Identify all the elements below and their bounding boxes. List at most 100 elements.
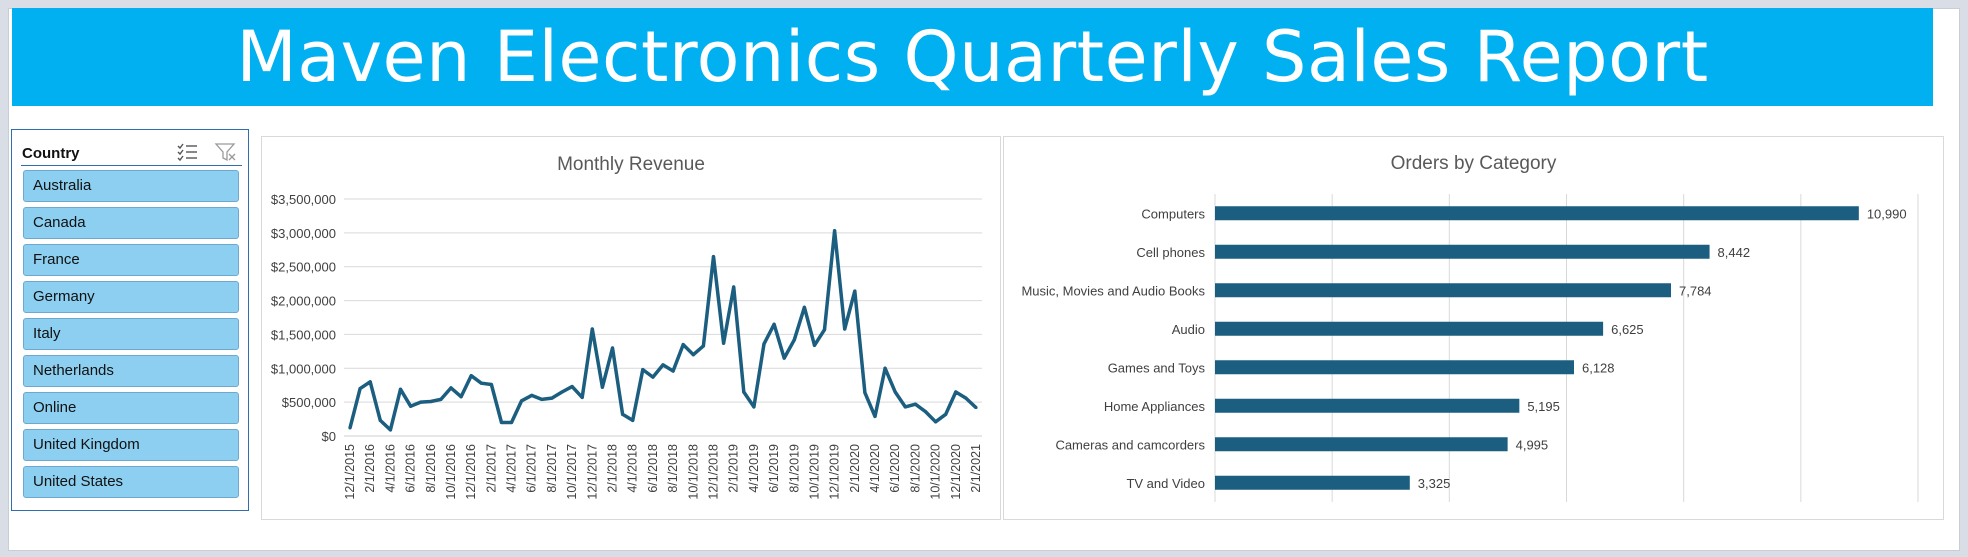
y-tick-label: $1,500,000: [271, 327, 336, 342]
revenue-point: [903, 405, 907, 409]
revenue-point: [701, 344, 705, 348]
slicer-item-france[interactable]: France: [23, 244, 239, 276]
revenue-chart-title: Monthly Revenue: [557, 154, 705, 175]
x-tick-label: 2/1/2016: [363, 444, 377, 493]
y-tick-label: $500,000: [282, 395, 336, 410]
category-label: Cell phones: [1136, 245, 1205, 260]
revenue-point: [843, 327, 847, 331]
revenue-point: [419, 400, 423, 404]
multi-select-icon[interactable]: [176, 141, 200, 163]
x-tick-label: 2/1/2018: [606, 444, 620, 493]
monthly-revenue-chart[interactable]: Monthly Revenue $0 $500,000 $1,000,000 $1,5…: [261, 136, 1001, 520]
revenue-point: [822, 328, 827, 332]
slicer-item-canada[interactable]: Canada: [23, 207, 239, 239]
revenue-point: [489, 382, 493, 387]
revenue-point: [449, 386, 453, 390]
revenue-point: [479, 381, 483, 385]
slicer-item-united-states[interactable]: United States: [23, 466, 239, 498]
category-plot: Computers Cell phones Music, Movies and Au…: [1021, 194, 1919, 502]
revenue-point: [711, 254, 716, 259]
revenue-point: [520, 399, 524, 403]
revenue-point: [762, 342, 766, 346]
slicer-item-netherlands[interactable]: Netherlands: [23, 355, 239, 387]
revenue-point: [570, 384, 574, 389]
revenue-point: [974, 405, 978, 410]
x-tick-label: 8/1/2017: [545, 444, 559, 493]
x-tick-label: 6/1/2019: [767, 444, 781, 493]
category-label: Home Appliances: [1104, 399, 1206, 414]
x-tick-label: 10/1/2020: [929, 444, 943, 500]
revenue-point: [792, 338, 796, 342]
revenue-point: [812, 343, 817, 347]
revenue-point: [469, 374, 473, 378]
clear-filter-icon[interactable]: [214, 141, 238, 163]
revenue-point: [732, 285, 736, 289]
x-tick-label: 4/1/2018: [626, 444, 640, 493]
bar-value-label: 5,195: [1527, 399, 1560, 414]
revenue-point: [913, 402, 918, 406]
report-title: Maven Electronics Quarterly Sales Report: [236, 16, 1709, 98]
revenue-point: [509, 420, 514, 425]
revenue-point: [681, 342, 685, 347]
revenue-point: [883, 366, 887, 370]
category-chart-title: Orders by Category: [1390, 153, 1557, 174]
slicer-item-germany[interactable]: Germany: [23, 281, 239, 313]
revenue-point: [388, 428, 392, 432]
slicer-item-online[interactable]: Online: [23, 392, 239, 424]
revenue-point: [368, 380, 372, 384]
slicer-header: Country: [21, 137, 242, 166]
category-label: Games and Toys: [1108, 360, 1206, 375]
revenue-line: [348, 229, 978, 432]
bar-value-label: 7,784: [1679, 283, 1712, 298]
revenue-point: [580, 395, 584, 400]
x-tick-label: 10/1/2017: [565, 444, 579, 500]
category-label: TV and Video: [1126, 476, 1205, 491]
x-tick-label: 2/1/2020: [848, 444, 862, 493]
category-label: Audio: [1172, 322, 1205, 337]
revenue-point: [621, 412, 625, 416]
x-tick-label: 12/1/2018: [706, 444, 720, 500]
revenue-point: [610, 346, 615, 350]
revenue-point: [378, 418, 382, 423]
revenue-point: [863, 391, 867, 395]
x-tick-label: 6/1/2017: [525, 444, 539, 493]
slicer-items: Australia Canada France Germany Italy Ne…: [23, 170, 239, 503]
revenue-point: [964, 396, 968, 400]
x-tick-label: 12/1/2019: [828, 444, 842, 500]
bar-value-label: 10,990: [1867, 206, 1907, 221]
x-tick-label: 4/1/2020: [868, 444, 882, 493]
revenue-point: [954, 390, 958, 394]
x-tick-label: 4/1/2019: [747, 444, 761, 493]
revenue-point: [802, 305, 806, 309]
x-tick-label: 10/1/2018: [686, 444, 700, 500]
revenue-point: [944, 412, 948, 416]
category-label: Music, Movies and Audio Books: [1021, 283, 1205, 298]
orders-by-category-chart[interactable]: Orders by Category Computers Cell phones M…: [1003, 136, 1944, 520]
revenue-point: [752, 405, 756, 409]
revenue-point: [934, 420, 938, 424]
revenue-point: [631, 418, 635, 423]
revenue-plot: $0 $500,000 $1,000,000 $1,500,000 $2,000,000…: [271, 192, 983, 500]
x-tick-label: 2/1/2017: [484, 444, 498, 493]
revenue-point: [348, 426, 352, 430]
revenue-point: [923, 410, 928, 414]
y-tick-label: $2,500,000: [271, 260, 336, 275]
country-slicer[interactable]: Country Australia Canada France Germany …: [11, 129, 249, 511]
slicer-item-australia[interactable]: Australia: [23, 170, 239, 202]
category-bar: [1215, 475, 1410, 490]
category-bar: [1215, 398, 1520, 413]
bar-value-label: 4,995: [1516, 437, 1549, 452]
revenue-point: [873, 414, 877, 418]
bar-value-label: 6,625: [1611, 322, 1644, 337]
revenue-point: [721, 341, 726, 345]
slicer-item-italy[interactable]: Italy: [23, 318, 239, 350]
x-tick-label: 10/1/2019: [807, 444, 821, 500]
category-bar: [1215, 321, 1604, 336]
bar-value-label: 3,325: [1418, 476, 1451, 491]
revenue-point: [782, 356, 786, 360]
x-tick-label: 2/1/2019: [727, 444, 741, 493]
revenue-point: [651, 375, 655, 379]
revenue-point: [358, 387, 362, 391]
slicer-item-united-kingdom[interactable]: United Kingdom: [23, 429, 239, 461]
x-tick-label: 6/1/2020: [888, 444, 902, 493]
